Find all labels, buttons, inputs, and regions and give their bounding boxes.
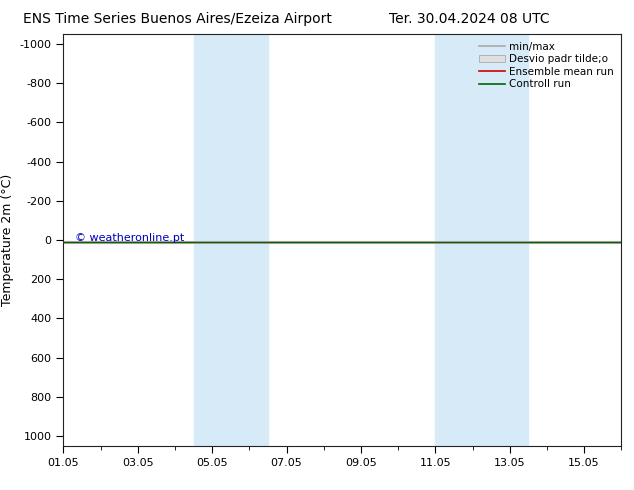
Legend: min/max, Desvio padr tilde;o, Ensemble mean run, Controll run: min/max, Desvio padr tilde;o, Ensemble m… <box>477 40 616 92</box>
Bar <box>436 34 528 446</box>
Bar <box>193 34 268 446</box>
Text: © weatheronline.pt: © weatheronline.pt <box>75 233 184 243</box>
Text: ENS Time Series Buenos Aires/Ezeiza Airport: ENS Time Series Buenos Aires/Ezeiza Airp… <box>23 12 332 26</box>
Text: Ter. 30.04.2024 08 UTC: Ter. 30.04.2024 08 UTC <box>389 12 550 26</box>
Y-axis label: Temperature 2m (°C): Temperature 2m (°C) <box>1 174 14 306</box>
